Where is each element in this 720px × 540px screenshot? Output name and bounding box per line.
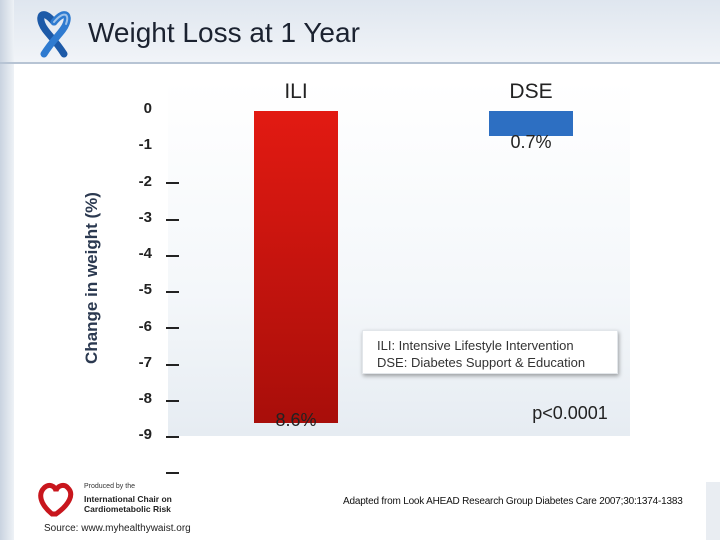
legend-line-dse: DSE: Diabetes Support & Education bbox=[377, 355, 586, 370]
y-tick-label: -7 bbox=[138, 353, 152, 371]
bar-dse bbox=[489, 111, 573, 137]
y-tick-mark bbox=[166, 363, 179, 366]
y-tick-mark bbox=[166, 436, 179, 438]
y-tick-label: -6 bbox=[138, 317, 152, 335]
header-band bbox=[14, 0, 720, 62]
data-label-dse: 0.7% bbox=[510, 132, 552, 152]
y-tick-mark bbox=[166, 399, 179, 402]
y-tick-label: -8 bbox=[138, 390, 152, 407]
p-value-label: p<0.0001 bbox=[532, 403, 608, 423]
legend-line-ili: ILI: Intensive Lifestyle Intervention bbox=[377, 338, 574, 353]
heart-icon bbox=[38, 482, 74, 517]
y-tick-label: -2 bbox=[138, 172, 152, 190]
y-tick-mark bbox=[166, 182, 179, 185]
y-tick-label: 0 bbox=[143, 100, 152, 117]
page-title: Weight Loss at 1 Year bbox=[88, 17, 360, 48]
category-label-dse: DSE bbox=[509, 80, 553, 103]
y-tick-mark bbox=[166, 327, 179, 330]
y-tick-mark bbox=[166, 472, 179, 475]
awareness-ribbon-icon bbox=[37, 11, 71, 58]
logo-line-1: Produced by the bbox=[84, 483, 135, 490]
y-tick-label: -5 bbox=[138, 281, 152, 299]
legend-box: ILI: Intensive Lifestyle Intervention DS… bbox=[362, 330, 618, 374]
data-label-ili: 8.6% bbox=[275, 410, 317, 430]
y-axis-label: Change in weight (%) bbox=[82, 192, 101, 364]
y-tick-label: -4 bbox=[138, 245, 152, 262]
category-label-ili: ILI bbox=[284, 80, 308, 103]
y-tick-mark bbox=[166, 218, 179, 221]
y-tick-label: -9 bbox=[138, 426, 152, 444]
y-tick-mark bbox=[166, 291, 179, 293]
source-text: Source: www.myhealthywaist.org bbox=[44, 523, 191, 534]
logo-line-3: Cardiometabolic Risk bbox=[84, 504, 171, 514]
corner-decor bbox=[706, 482, 720, 540]
chair-logo: Produced by the International Chair on C… bbox=[38, 482, 172, 517]
bar-ili bbox=[254, 111, 338, 423]
y-tick-label: -3 bbox=[138, 208, 152, 226]
left-decor-strip bbox=[0, 0, 14, 540]
logo-line-2: International Chair on bbox=[84, 494, 172, 504]
y-tick-label: -1 bbox=[138, 136, 152, 154]
header-divider bbox=[0, 62, 720, 64]
citation-text: Adapted from Look AHEAD Research Group D… bbox=[343, 496, 683, 507]
plot-area bbox=[168, 80, 630, 436]
y-tick-mark bbox=[166, 254, 179, 257]
